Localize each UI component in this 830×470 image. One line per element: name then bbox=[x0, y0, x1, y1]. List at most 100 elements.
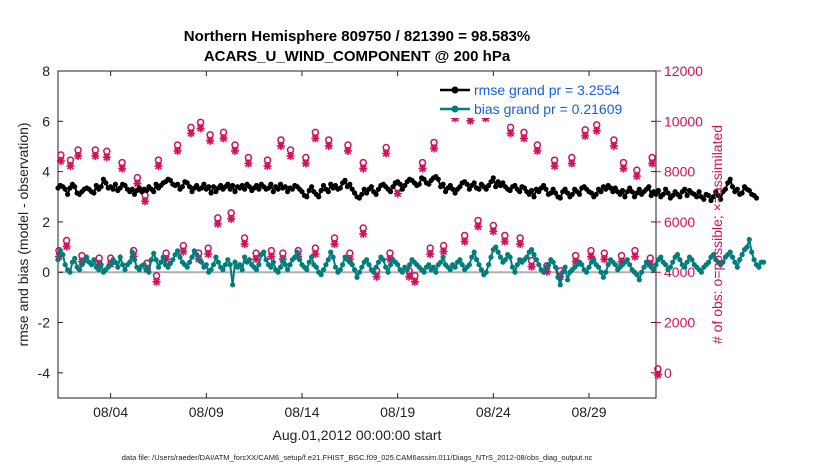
obs-assimilated-marker bbox=[204, 250, 213, 259]
rmse-point bbox=[179, 184, 185, 190]
bias-point bbox=[584, 269, 590, 275]
rmse-point bbox=[442, 189, 449, 195]
bias-point bbox=[237, 262, 243, 268]
rmse-point bbox=[634, 190, 640, 196]
rmse-point bbox=[557, 195, 563, 201]
bias-point bbox=[488, 254, 494, 260]
bias-point bbox=[395, 262, 401, 268]
bias-point bbox=[62, 262, 68, 268]
obs-assimilated-marker bbox=[466, 116, 475, 125]
bias-point bbox=[433, 269, 439, 275]
bias-point bbox=[706, 259, 712, 265]
y-tick-label-left: 6 bbox=[42, 113, 50, 129]
bias-point bbox=[172, 252, 178, 258]
x-axis-label: Aug.01,2012 00:00:00 start bbox=[273, 427, 442, 443]
rmse-point bbox=[390, 184, 396, 190]
bias-point bbox=[426, 262, 432, 268]
bias-point bbox=[598, 269, 604, 275]
obs-assimilated-marker bbox=[219, 134, 228, 143]
rmse-point bbox=[397, 181, 403, 187]
obs-assimilated-marker bbox=[500, 237, 509, 246]
legend-box bbox=[436, 80, 652, 118]
bias-point bbox=[732, 259, 738, 265]
obs-assimilated-marker bbox=[460, 237, 469, 246]
rmse-point bbox=[289, 186, 295, 192]
bias-point bbox=[586, 264, 592, 270]
obs-assimilated-marker bbox=[286, 152, 295, 161]
bias-point bbox=[375, 259, 382, 265]
rmse-point bbox=[208, 190, 214, 196]
bias-point bbox=[332, 264, 339, 270]
bias-point bbox=[531, 252, 537, 258]
bias-point bbox=[509, 264, 516, 270]
rmse-point bbox=[529, 187, 535, 194]
bias-point bbox=[81, 258, 87, 264]
bias-point bbox=[555, 274, 561, 280]
rmse-point bbox=[655, 187, 662, 194]
obs-assimilated-marker bbox=[581, 131, 590, 140]
x-tick-label: 08/09 bbox=[189, 404, 224, 420]
bias-point bbox=[349, 262, 355, 268]
legend-rmse-label: rmse grand pr = 3.2554 bbox=[474, 82, 620, 98]
rmse-point bbox=[718, 196, 724, 202]
rmse-point bbox=[526, 191, 532, 197]
bias-point bbox=[667, 264, 674, 270]
y-axis-label-left: rmse and bias (model - observation) bbox=[15, 122, 31, 346]
series-bias bbox=[55, 236, 767, 288]
bias-point bbox=[385, 269, 391, 275]
bias-point bbox=[677, 257, 683, 263]
obs-assimilated-marker bbox=[372, 272, 381, 281]
obs-assimilated-marker bbox=[567, 159, 576, 168]
obs-assimilated-marker bbox=[533, 146, 542, 155]
bias-point bbox=[749, 249, 755, 255]
bias-point bbox=[512, 269, 518, 275]
rmse-point bbox=[490, 175, 496, 181]
obs-assimilated-marker bbox=[386, 255, 395, 264]
rmse-point bbox=[131, 191, 138, 197]
bias-point bbox=[263, 257, 269, 263]
rmse-point bbox=[210, 184, 217, 190]
obs-assimilated-marker bbox=[152, 277, 161, 286]
rmse-point bbox=[268, 181, 274, 187]
bias-point bbox=[306, 259, 312, 265]
bias-point bbox=[524, 254, 530, 260]
bias-point bbox=[175, 248, 181, 254]
bias-point bbox=[727, 249, 733, 255]
bias-point bbox=[131, 257, 138, 263]
y-tick-label-right: 12000 bbox=[664, 63, 703, 79]
x-tick-label: 08/19 bbox=[380, 404, 415, 420]
plot-area bbox=[57, 70, 657, 399]
bias-point bbox=[674, 252, 681, 258]
bias-point bbox=[222, 262, 228, 268]
bias-point bbox=[457, 257, 463, 263]
x-tick-label: 08/29 bbox=[572, 404, 607, 420]
rmse-point bbox=[373, 191, 379, 197]
obs-assimilated-marker bbox=[516, 240, 525, 249]
bias-point bbox=[399, 269, 405, 275]
bias-point bbox=[744, 244, 750, 250]
rmse-point bbox=[471, 180, 477, 186]
bias-point bbox=[541, 269, 547, 275]
rmse-point bbox=[715, 192, 721, 199]
rmse-point bbox=[612, 185, 618, 191]
bias-point bbox=[115, 264, 121, 270]
rmse-point bbox=[531, 194, 537, 200]
bias-point bbox=[309, 254, 315, 260]
series-rmse bbox=[55, 174, 760, 204]
bias-point bbox=[364, 257, 370, 263]
rmse-point bbox=[564, 190, 571, 196]
bias-point bbox=[557, 282, 563, 288]
bias-point bbox=[653, 262, 659, 268]
bias-point bbox=[729, 254, 736, 260]
rmse-point bbox=[361, 186, 367, 192]
rmse-point bbox=[710, 194, 717, 200]
rmse-point bbox=[201, 181, 207, 187]
obs-assimilated-marker bbox=[393, 189, 402, 198]
rmse-point bbox=[184, 180, 190, 186]
rmse-point bbox=[421, 176, 427, 182]
bias-point bbox=[320, 267, 327, 273]
bias-point bbox=[122, 267, 128, 273]
rmse-point bbox=[725, 180, 731, 186]
bias-point bbox=[170, 257, 176, 263]
bias-point bbox=[232, 259, 238, 265]
